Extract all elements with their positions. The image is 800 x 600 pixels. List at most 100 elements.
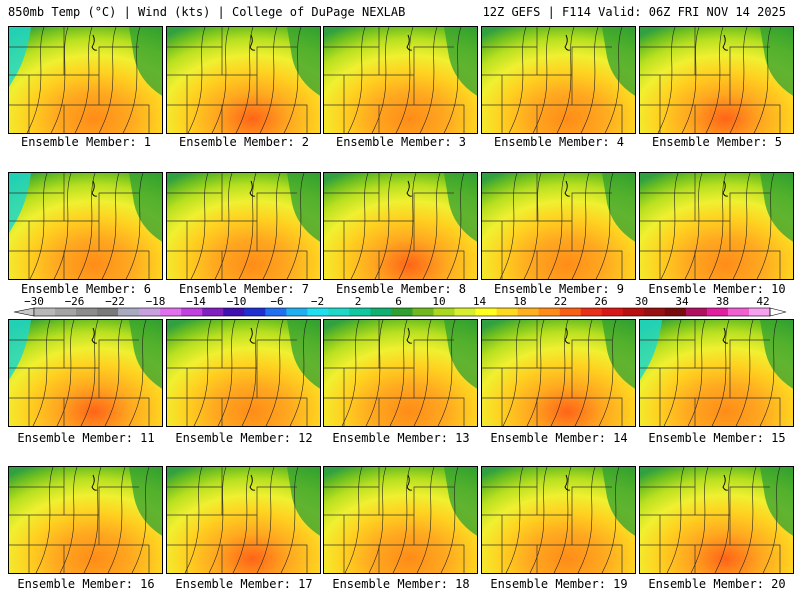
ensemble-member-label: Ensemble Member: 6 (20, 282, 152, 296)
colorbar-swatch (223, 308, 245, 316)
colorbar-swatch (643, 308, 666, 316)
colorbar-swatch (97, 308, 119, 316)
ensemble-map-panel (639, 172, 794, 280)
colorbar-tick-label: 18 (513, 295, 526, 308)
colorbar-swatch (55, 308, 77, 316)
ensemble-map-panel (481, 466, 636, 574)
colorbar-swatch (664, 308, 687, 316)
colorbar-swatch (181, 308, 203, 316)
colorbar-swatch (475, 308, 498, 316)
ensemble-member-label: Ensemble Member: 19 (490, 577, 628, 591)
colorbar-swatch (454, 308, 477, 316)
colorbar-swatch (139, 308, 161, 316)
ensemble-member-label: Ensemble Member: 8 (335, 282, 467, 296)
temperature-field-map (167, 27, 320, 133)
colorbar-tick-label: 10 (432, 295, 445, 308)
model-run-info: 12Z GEFS | F114 Valid: 06Z FRI NOV 14 20… (482, 5, 786, 19)
ensemble-map-panel (639, 26, 794, 134)
colorbar-swatch (160, 308, 182, 316)
colorbar-tick-label: 30 (635, 295, 648, 308)
temperature-field-map (167, 467, 320, 573)
ensemble-map-panel (481, 319, 636, 427)
ensemble-map-panel (323, 319, 478, 427)
colorbar-swatch (76, 308, 98, 316)
temperature-field-map (9, 27, 162, 133)
temperature-field-map (482, 320, 635, 426)
temperature-field-map (167, 320, 320, 426)
colorbar-tick-label: 22 (554, 295, 567, 308)
ensemble-map-panel (8, 466, 163, 574)
map-title: 850mb Temp (°C) | Wind (kts) | College o… (8, 5, 406, 19)
colorbar-swatch (265, 308, 287, 316)
colorbar-tick-label: 42 (756, 295, 769, 308)
colorbar-swatch (706, 308, 729, 316)
ensemble-map-panel (166, 172, 321, 280)
ensemble-map-panel (8, 172, 163, 280)
ensemble-member-label: Ensemble Member: 7 (178, 282, 310, 296)
colorbar-tick-label: 38 (716, 295, 729, 308)
colorbar-swatch (517, 308, 540, 316)
colorbar-tick-label: −10 (227, 295, 247, 308)
colorbar-swatch (328, 308, 350, 316)
colorbar-right-arrow (769, 307, 787, 317)
ensemble-map-panel (8, 26, 163, 134)
ensemble-member-label: Ensemble Member: 14 (490, 431, 628, 445)
ensemble-member-label: Ensemble Member: 18 (332, 577, 470, 591)
colorbar-swatch (286, 308, 308, 316)
ensemble-map-panel (323, 26, 478, 134)
temperature-field-map (324, 320, 477, 426)
colorbar-swatch (748, 308, 771, 316)
colorbar-swatch (496, 308, 519, 316)
temperature-field-map (324, 27, 477, 133)
colorbar-swatch (727, 308, 750, 316)
colorbar-swatch (118, 308, 140, 316)
temperature-field-map (324, 467, 477, 573)
ensemble-member-label: Ensemble Member: 1 (20, 135, 152, 149)
temperature-colorbar: −30 −26 −22 −18 −14 −10 −6 −2 2 6 10 14 18 22 26 30 34 38… (13, 295, 787, 317)
ensemble-member-label: Ensemble Member: 5 (651, 135, 783, 149)
temperature-field-map (9, 173, 162, 279)
temperature-field-map (482, 467, 635, 573)
colorbar-swatch (34, 308, 56, 316)
colorbar-swatch (244, 308, 266, 316)
colorbar-tick-label: −22 (105, 295, 125, 308)
ensemble-member-label: Ensemble Member: 4 (493, 135, 625, 149)
ensemble-member-label: Ensemble Member: 11 (17, 431, 155, 445)
temperature-field-map (640, 467, 793, 573)
temperature-field-map (640, 320, 793, 426)
temperature-field-map (9, 467, 162, 573)
ensemble-map-panel (639, 319, 794, 427)
ensemble-member-label: Ensemble Member: 17 (175, 577, 313, 591)
colorbar-tick-label: −18 (146, 295, 166, 308)
colorbar-swatch (622, 308, 645, 316)
colorbar-swatch (538, 308, 561, 316)
colorbar-tick-label: 2 (355, 295, 362, 308)
colorbar-swatch (412, 308, 435, 316)
colorbar-swatch (202, 308, 224, 316)
ensemble-map-panel (323, 466, 478, 574)
colorbar-tick-label: 26 (594, 295, 607, 308)
colorbar-swatch (370, 308, 392, 316)
ensemble-map-panel (166, 466, 321, 574)
colorbar-tick-label: 6 (395, 295, 402, 308)
ensemble-member-label: Ensemble Member: 9 (493, 282, 625, 296)
temperature-field-map (482, 27, 635, 133)
colorbar-left-arrow (13, 307, 35, 317)
ensemble-member-label: Ensemble Member: 15 (648, 431, 786, 445)
colorbar-tick-label: −26 (65, 295, 85, 308)
ensemble-member-label: Ensemble Member: 13 (332, 431, 470, 445)
ensemble-map-panel (323, 172, 478, 280)
ensemble-map-panel (481, 26, 636, 134)
colorbar-swatch (601, 308, 624, 316)
ensemble-map-panel (8, 319, 163, 427)
temperature-field-map (640, 27, 793, 133)
ensemble-member-label: Ensemble Member: 16 (17, 577, 155, 591)
ensemble-member-label: Ensemble Member: 2 (178, 135, 310, 149)
colorbar-tick-label: 14 (473, 295, 487, 308)
colorbar-tick-label: −14 (186, 295, 206, 308)
colorbar-tick-label: −6 (270, 295, 283, 308)
colorbar-swatch (349, 308, 371, 316)
ensemble-map-panel (481, 172, 636, 280)
colorbar-swatch (580, 308, 603, 316)
colorbar-swatch (685, 308, 708, 316)
